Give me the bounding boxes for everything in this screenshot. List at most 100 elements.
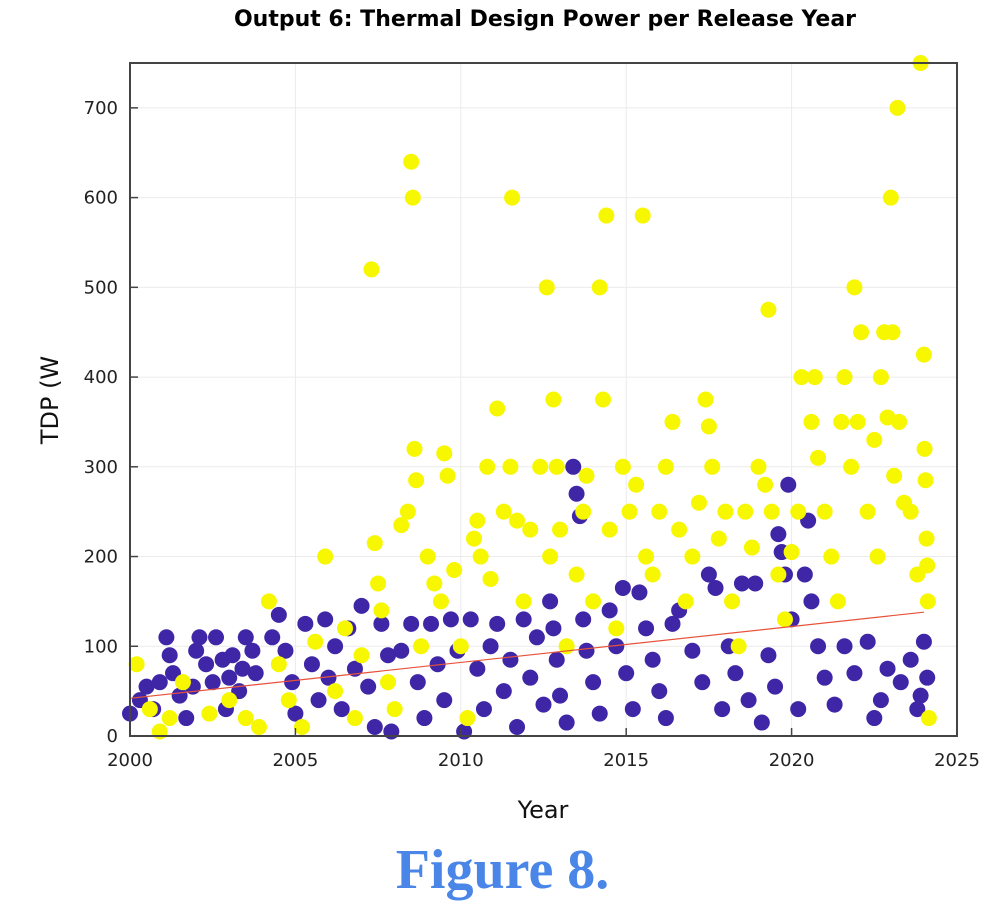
data-point [128, 656, 145, 673]
data-point [750, 458, 767, 475]
data-point [171, 687, 188, 704]
data-point [373, 615, 390, 632]
data-point [303, 656, 320, 673]
data-point [916, 440, 933, 457]
data-point [333, 701, 350, 718]
data-point [889, 99, 906, 116]
data-point [892, 674, 909, 691]
data-point [552, 521, 569, 538]
data-point [419, 548, 436, 565]
data-point [317, 611, 334, 628]
data-point [327, 683, 344, 700]
data-point [690, 494, 707, 511]
data-point [872, 369, 889, 386]
data-point [178, 710, 195, 727]
data-point [704, 458, 721, 475]
data-point [366, 535, 383, 552]
data-point [770, 566, 787, 583]
x-tick-label: 2015 [603, 750, 649, 771]
data-point [404, 189, 421, 206]
data-point [502, 651, 519, 668]
data-point [915, 346, 932, 363]
data-point [535, 696, 552, 713]
data-point [270, 606, 287, 623]
data-point [763, 503, 780, 520]
data-point [757, 476, 774, 493]
data-point [552, 687, 569, 704]
data-point [399, 503, 416, 520]
y-tick-label: 500 [84, 277, 118, 298]
data-point [826, 696, 843, 713]
y-tick-label: 600 [84, 188, 118, 209]
x-axis-ticks: 2000 2005 2010 2015 2020 2025 [107, 728, 980, 771]
data-point [446, 561, 463, 578]
data-point [403, 153, 420, 170]
data-point [846, 279, 863, 296]
data-point [370, 575, 387, 592]
data-point [439, 467, 456, 484]
data-point [475, 701, 492, 718]
data-point [919, 669, 936, 686]
data-point [753, 714, 770, 731]
data-point [548, 651, 565, 668]
data-point [694, 674, 711, 691]
data-point [452, 638, 469, 655]
data-point [174, 674, 191, 691]
data-point [866, 710, 883, 727]
y-tick-label: 200 [84, 547, 118, 568]
data-point [380, 674, 397, 691]
data-point [598, 207, 615, 224]
data-point [542, 593, 559, 610]
data-point [780, 476, 797, 493]
data-point [915, 633, 932, 650]
data-point [224, 647, 241, 664]
data-point [882, 189, 899, 206]
data-point [532, 458, 549, 475]
data-point [724, 593, 741, 610]
data-point [624, 701, 641, 718]
chart-title: Output 6: Thermal Design Power per Relea… [234, 7, 856, 32]
data-point [373, 602, 390, 619]
data-point [442, 611, 459, 628]
data-point [482, 570, 499, 587]
data-point [436, 692, 453, 709]
data-point [234, 660, 251, 677]
data-point [221, 669, 238, 686]
data-point [608, 620, 625, 637]
data-point [684, 548, 701, 565]
data-point [843, 458, 860, 475]
data-point [912, 687, 929, 704]
data-point [198, 656, 215, 673]
y-tick-label: 400 [84, 367, 118, 388]
data-point [793, 369, 810, 386]
data-point [548, 458, 565, 475]
data-point [403, 615, 420, 632]
data-point [664, 615, 681, 632]
data-point [853, 324, 870, 341]
data-point [740, 692, 757, 709]
data-point [859, 503, 876, 520]
data-point [601, 602, 618, 619]
data-point [677, 593, 694, 610]
data-point [432, 593, 449, 610]
x-tick-label: 2025 [934, 750, 980, 771]
data-point [509, 512, 526, 529]
data-point [247, 665, 264, 682]
data-point [823, 548, 840, 565]
x-tick-label: 2020 [769, 750, 815, 771]
data-point [386, 701, 403, 718]
data-point [528, 629, 545, 646]
data-point [747, 575, 764, 592]
data-point [621, 503, 638, 520]
data-point [545, 620, 562, 637]
data-point [614, 579, 631, 596]
data-point [614, 458, 631, 475]
data-point [909, 701, 926, 718]
data-point [426, 575, 443, 592]
data-point [806, 369, 823, 386]
data-point [767, 678, 784, 695]
data-point [558, 714, 575, 731]
trend-line [129, 611, 924, 699]
data-point [545, 391, 562, 408]
y-tick-label: 0 [107, 726, 118, 747]
